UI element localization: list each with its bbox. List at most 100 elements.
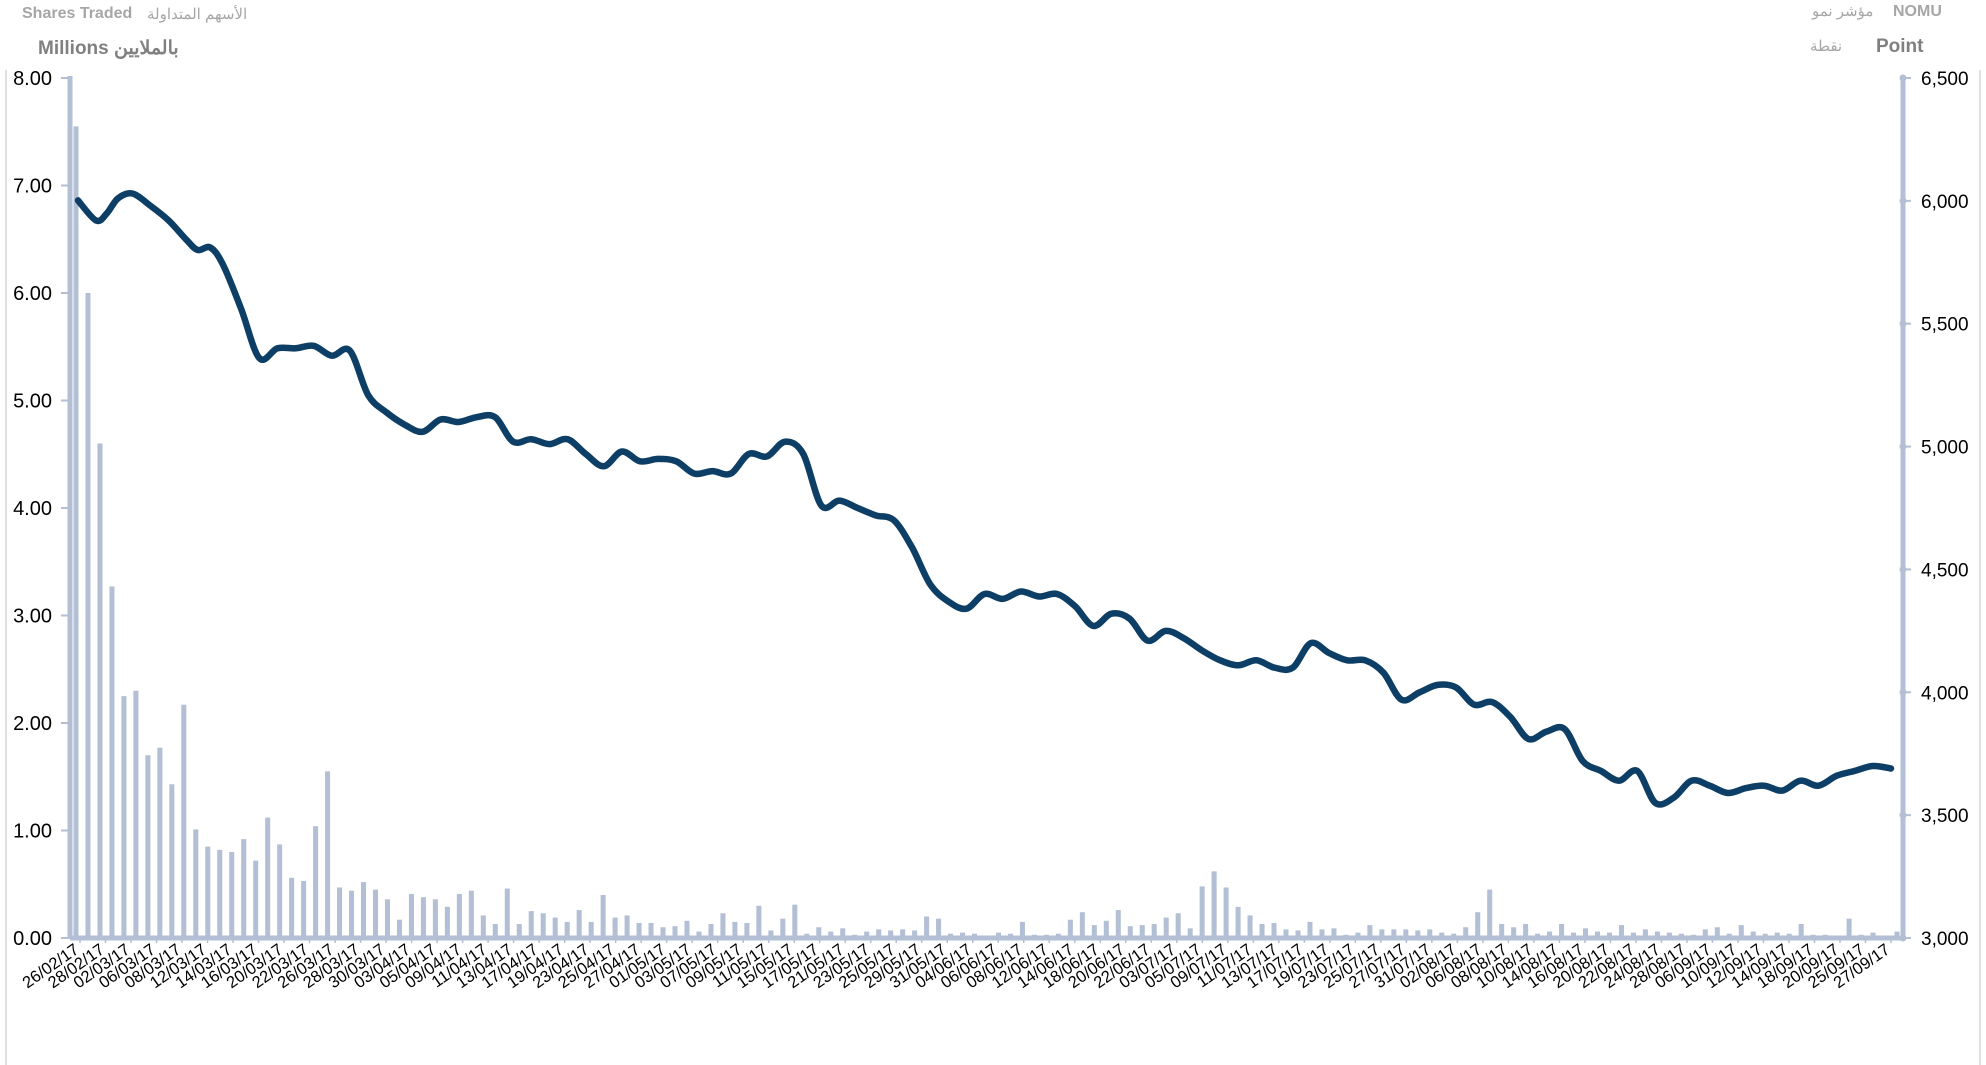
volume-bar — [540, 913, 546, 938]
volume-bar — [1822, 934, 1828, 938]
volume-bar — [480, 915, 486, 938]
volume-bar — [840, 928, 846, 938]
volume-bar — [1678, 933, 1684, 938]
volume-bar — [600, 895, 606, 938]
volume-bar — [612, 917, 618, 938]
volume-bar — [1367, 925, 1373, 938]
volume-bar — [1391, 929, 1397, 938]
volume-bar — [528, 911, 534, 938]
volume-bar — [1774, 932, 1780, 938]
volume-bar — [936, 918, 942, 938]
volume-bar — [205, 846, 211, 938]
right-title-en: NOMU — [1893, 3, 1942, 20]
volume-bar — [888, 930, 894, 938]
left-tick-label: 2.00 — [13, 713, 52, 735]
volume-bar — [1702, 929, 1708, 938]
volume-bar — [924, 916, 930, 938]
volume-bar — [552, 917, 558, 938]
volume-bar — [1079, 912, 1085, 938]
volume-bar — [1870, 932, 1876, 938]
left-axis-unit: Millions بالملايين — [38, 38, 179, 59]
volume-bar — [1415, 930, 1421, 938]
right-tick-label: 6,500 — [1921, 69, 1969, 90]
right-tick-dot — [1899, 811, 1907, 819]
volume-bar — [456, 893, 462, 938]
volume-bar — [1618, 925, 1624, 938]
volume-bar — [768, 930, 774, 938]
volume-bar — [780, 918, 786, 938]
volume-bar — [337, 887, 343, 938]
volume-bar — [432, 899, 438, 938]
volume-bar — [1115, 910, 1121, 938]
volume-bar — [133, 690, 139, 938]
volume-bar — [1846, 918, 1852, 938]
right-tick-label: 3,500 — [1921, 806, 1969, 827]
volume-bar — [1642, 929, 1648, 938]
volume-bar — [1571, 932, 1577, 938]
right-tick-dot — [1899, 320, 1907, 328]
volume-bar — [744, 922, 750, 938]
left-tick-label: 3.00 — [13, 606, 52, 628]
volume-bar — [1091, 925, 1097, 938]
right-tick-label: 5,000 — [1921, 438, 1969, 459]
volume-bar — [1499, 924, 1505, 938]
volume-bar — [816, 927, 822, 938]
right-tick-dot — [1899, 197, 1907, 205]
left-tick-label: 0.00 — [13, 928, 52, 950]
volume-bar — [972, 933, 978, 938]
volume-bar — [253, 860, 259, 938]
volume-bar — [217, 849, 223, 938]
volume-bar — [624, 915, 630, 938]
volume-bar — [504, 888, 510, 938]
right-tick-dot — [1899, 565, 1907, 573]
volume-bar — [660, 927, 666, 938]
volume-bar — [1427, 929, 1433, 938]
volume-bar — [1067, 919, 1073, 938]
left-tick-label: 5.00 — [13, 391, 52, 413]
left-tick-label: 1.00 — [13, 821, 52, 843]
right-tick-dot — [1899, 688, 1907, 696]
volume-bar — [1738, 925, 1744, 938]
volume-bar — [828, 931, 834, 938]
volume-bar — [1535, 933, 1541, 938]
volume-bar — [995, 932, 1001, 938]
volume-bar — [852, 934, 858, 938]
volume-bar — [396, 919, 402, 938]
volume-bar — [1319, 929, 1325, 938]
volume-bar — [1439, 932, 1445, 938]
volume-bar — [468, 890, 474, 938]
volume-bar — [732, 921, 738, 938]
volume-bar — [1127, 926, 1133, 938]
volume-bar — [1511, 927, 1517, 938]
volume-bar — [313, 826, 319, 938]
volume-bar — [1523, 924, 1529, 938]
volume-bar — [983, 935, 990, 938]
left-tick-label: 7.00 — [13, 176, 52, 198]
right-tick-label: 4,000 — [1921, 683, 1969, 704]
volume-bar — [1894, 931, 1900, 938]
right-title-ar: مؤشر نمو — [1812, 3, 1874, 20]
volume-bar — [1271, 922, 1277, 938]
right-axis-unit: Point — [1876, 36, 1924, 57]
volume-bar — [1726, 933, 1732, 938]
volume-bar — [792, 904, 798, 938]
volume-bar — [157, 747, 163, 938]
volume-bar — [277, 844, 283, 938]
volume-bar — [876, 929, 882, 938]
right-tick-label: 6,000 — [1921, 192, 1969, 213]
volume-bar — [349, 890, 355, 938]
right-tick-label: 3,000 — [1921, 929, 1969, 950]
left-tick-label: 6.00 — [13, 283, 52, 305]
volume-bar — [576, 910, 582, 938]
volume-bar — [121, 696, 127, 938]
volume-bar — [1187, 928, 1193, 938]
volume-bar — [109, 586, 115, 938]
volume-bar — [1043, 934, 1049, 938]
volume-bar — [1762, 933, 1768, 938]
volume-bar — [384, 899, 390, 938]
volume-bar — [1882, 935, 1888, 938]
right-tick-dot — [1899, 934, 1907, 942]
volume-bar — [1031, 934, 1037, 938]
